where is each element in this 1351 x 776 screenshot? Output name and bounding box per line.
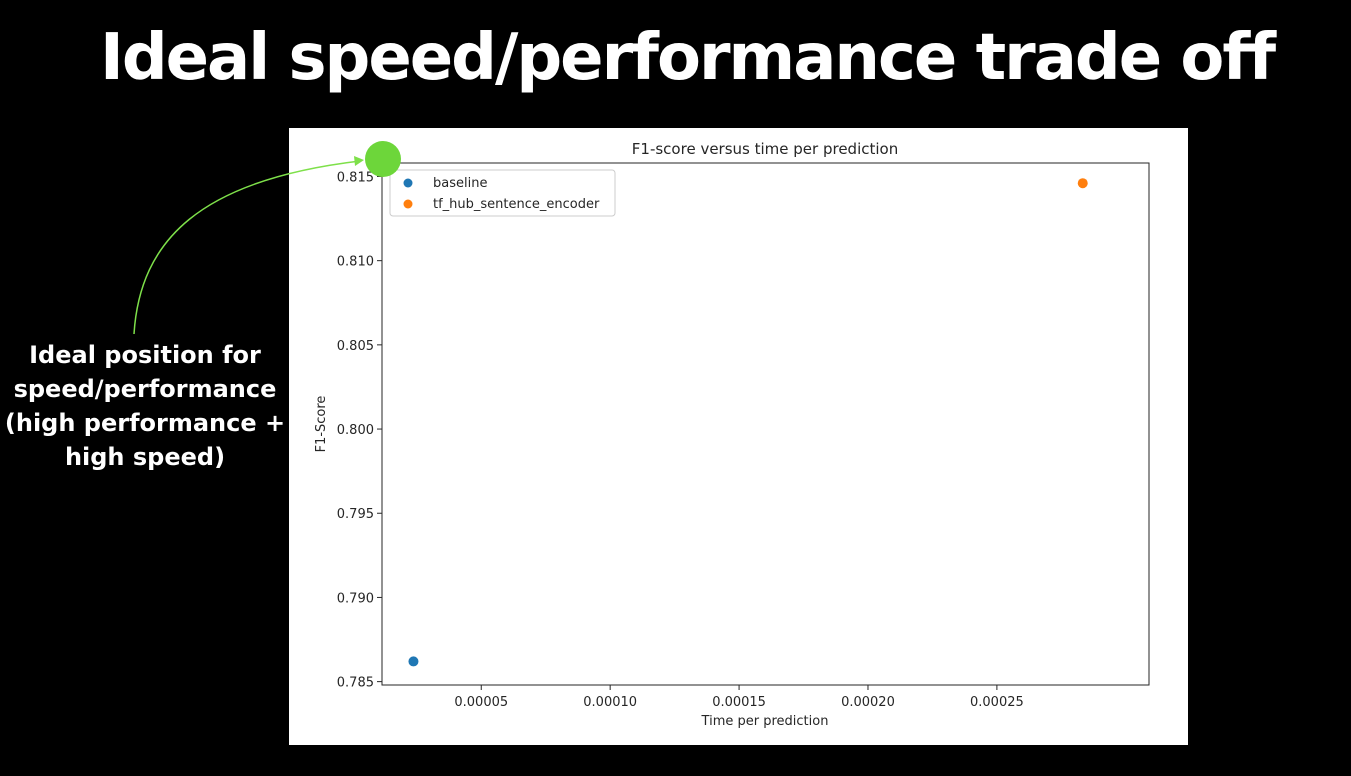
chart-figure: F1-score versus time per prediction 0.00… (289, 128, 1188, 745)
chart-title: F1-score versus time per prediction (632, 140, 898, 158)
annotation-line: (high performance + (4, 409, 286, 437)
x-axis: 0.00005 0.00010 0.00015 0.00020 0.00025 (454, 685, 1024, 710)
annotation-line: Ideal position for (29, 341, 261, 369)
data-point-tf-hub-sentence-encoder (1077, 178, 1088, 189)
x-tick-label: 0.00015 (712, 695, 766, 710)
y-tick-label: 0.785 (337, 676, 374, 691)
slide-title: Ideal speed/performance trade off (100, 21, 1276, 95)
y-tick-label: 0.790 (337, 591, 374, 606)
legend-box (389, 169, 616, 217)
ideal-position-annotation: Ideal position for speed/performance (hi… (0, 338, 290, 474)
annotation-line: speed/performance (13, 375, 277, 403)
y-axis: 0.785 0.790 0.795 0.800 0.805 0.810 0.815 (337, 170, 382, 691)
x-tick-label: 0.00020 (841, 695, 895, 710)
legend-marker-tf-hub (403, 199, 413, 209)
legend-label-baseline: baseline (433, 176, 487, 191)
legend: baseline tf_hub_sentence_encoder (389, 169, 616, 217)
x-tick-label: 0.00025 (970, 695, 1024, 710)
y-axis-label: F1-Score (314, 396, 329, 453)
data-points (408, 178, 1088, 667)
annotation-line: high speed) (64, 443, 226, 471)
y-tick-label: 0.800 (337, 423, 374, 438)
data-point-baseline (408, 656, 419, 667)
plot-area (381, 162, 1150, 686)
x-axis-label: Time per prediction (701, 714, 829, 729)
x-tick-label: 0.00010 (583, 695, 637, 710)
y-tick-label: 0.805 (337, 339, 374, 354)
legend-label-tf-hub: tf_hub_sentence_encoder (433, 197, 600, 212)
y-tick-label: 0.795 (337, 507, 374, 522)
y-tick-label: 0.810 (337, 255, 374, 270)
x-tick-label: 0.00005 (454, 695, 508, 710)
scatter-chart: F1-score versus time per prediction 0.00… (314, 140, 1150, 729)
y-tick-label: 0.815 (337, 170, 374, 185)
legend-marker-baseline (403, 178, 413, 188)
